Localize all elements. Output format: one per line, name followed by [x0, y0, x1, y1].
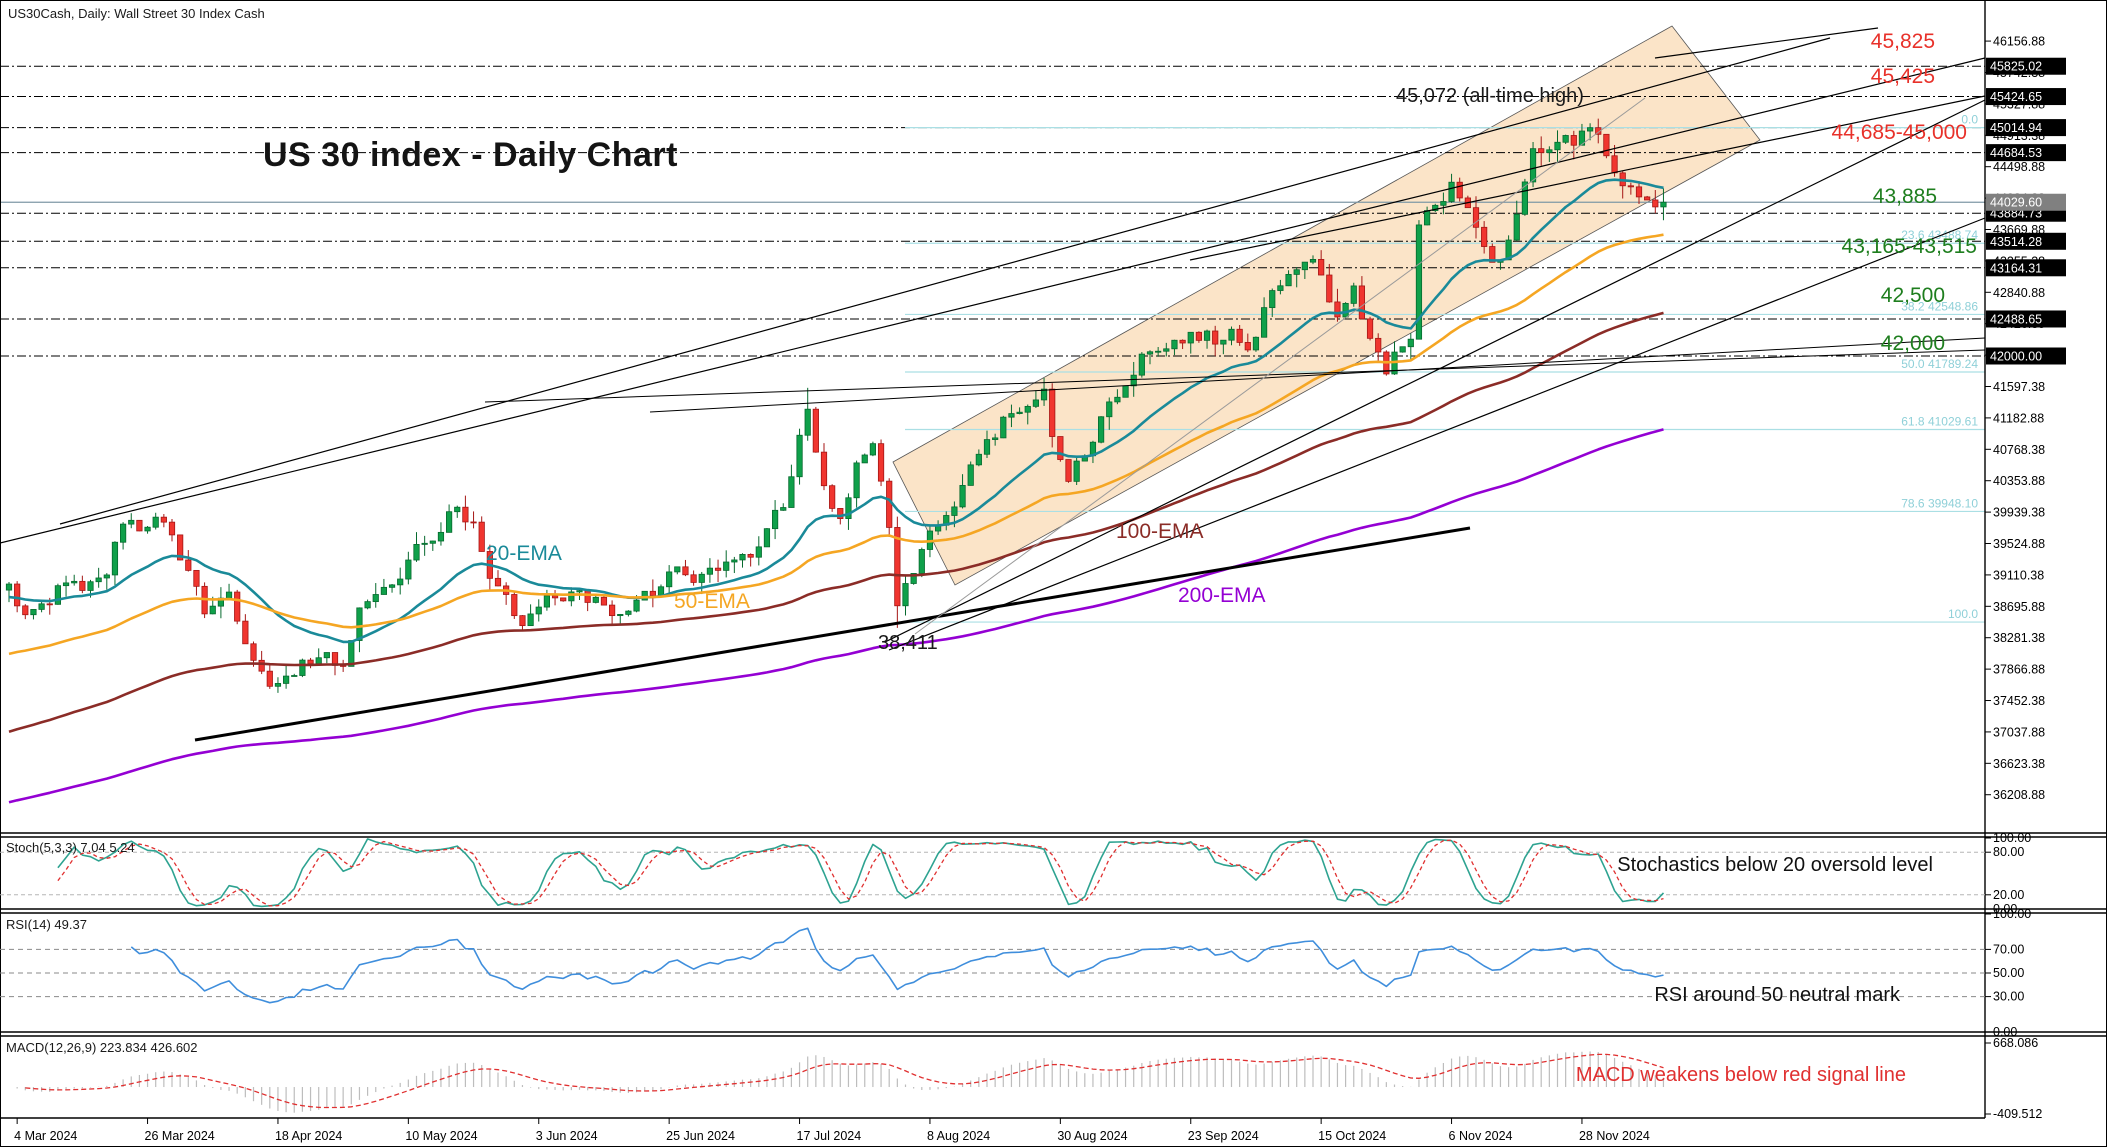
svg-text:61.8 41029.61: 61.8 41029.61	[1901, 415, 1978, 429]
svg-text:39524.88: 39524.88	[1993, 537, 2045, 551]
svg-text:25 Jun 2024: 25 Jun 2024	[666, 1129, 735, 1143]
svg-text:4 Mar 2024: 4 Mar 2024	[14, 1129, 77, 1143]
svg-text:39110.38: 39110.38	[1993, 568, 2044, 582]
svg-text:23 Sep 2024: 23 Sep 2024	[1188, 1129, 1259, 1143]
svg-text:80.00: 80.00	[1993, 845, 2024, 859]
svg-text:43164.31: 43164.31	[1990, 261, 2042, 275]
svg-text:44684.53: 44684.53	[1990, 146, 2042, 160]
svg-text:39939.38: 39939.38	[1993, 506, 2045, 520]
svg-text:42840.88: 42840.88	[1993, 286, 2045, 300]
svg-text:37452.38: 37452.38	[1993, 694, 2045, 708]
svg-text:18 Apr 2024: 18 Apr 2024	[275, 1129, 342, 1143]
svg-text:41597.38: 41597.38	[1993, 380, 2045, 394]
svg-text:100.00: 100.00	[1993, 907, 2031, 921]
svg-text:38281.38: 38281.38	[1993, 631, 2045, 645]
svg-text:-409.512: -409.512	[1993, 1107, 2042, 1121]
svg-text:30.00: 30.00	[1993, 990, 2024, 1004]
svg-text:3 Jun 2024: 3 Jun 2024	[536, 1129, 598, 1143]
svg-text:15 Oct 2024: 15 Oct 2024	[1318, 1129, 1386, 1143]
svg-text:38695.88: 38695.88	[1993, 600, 2045, 614]
svg-text:45424.65: 45424.65	[1990, 90, 2042, 104]
svg-text:26 Mar 2024: 26 Mar 2024	[145, 1129, 215, 1143]
svg-text:37037.88: 37037.88	[1993, 725, 2045, 739]
svg-text:43514.28: 43514.28	[1990, 235, 2042, 249]
svg-text:44498.88: 44498.88	[1993, 160, 2045, 174]
svg-text:0.0: 0.0	[1961, 113, 1978, 127]
svg-text:100.0: 100.0	[1948, 607, 1978, 621]
svg-text:70.00: 70.00	[1993, 942, 2024, 956]
svg-text:668.086: 668.086	[1993, 1036, 2038, 1050]
svg-text:36623.38: 36623.38	[1993, 757, 2045, 771]
svg-text:30 Aug 2024: 30 Aug 2024	[1057, 1129, 1127, 1143]
svg-text:46156.88: 46156.88	[1993, 35, 2045, 49]
svg-text:0.00: 0.00	[1993, 1025, 2017, 1039]
svg-text:78.6 39948.10: 78.6 39948.10	[1901, 496, 1978, 510]
svg-text:41182.88: 41182.88	[1993, 411, 2044, 425]
svg-text:6 Nov 2024: 6 Nov 2024	[1449, 1129, 1513, 1143]
svg-text:20.00: 20.00	[1993, 888, 2024, 902]
svg-text:40768.38: 40768.38	[1993, 443, 2045, 457]
svg-text:28 Nov 2024: 28 Nov 2024	[1579, 1129, 1650, 1143]
svg-text:0.00: 0.00	[1993, 902, 2017, 916]
svg-text:42000.00: 42000.00	[1990, 350, 2042, 364]
svg-text:36208.88: 36208.88	[1993, 788, 2045, 802]
svg-text:8 Aug 2024: 8 Aug 2024	[927, 1129, 990, 1143]
svg-text:40353.88: 40353.88	[1993, 474, 2045, 488]
svg-text:37866.88: 37866.88	[1993, 663, 2045, 677]
svg-text:100.00: 100.00	[1993, 831, 2031, 845]
svg-text:10 May 2024: 10 May 2024	[405, 1129, 477, 1143]
svg-text:50.0 41789.24: 50.0 41789.24	[1901, 357, 1978, 371]
svg-text:45014.94: 45014.94	[1990, 121, 2042, 135]
svg-text:42488.65: 42488.65	[1990, 312, 2042, 326]
svg-text:38.2 42548.86: 38.2 42548.86	[1901, 299, 1978, 313]
svg-text:50.00: 50.00	[1993, 966, 2024, 980]
svg-text:17 Jul 2024: 17 Jul 2024	[797, 1129, 862, 1143]
svg-text:44029.60: 44029.60	[1990, 196, 2042, 210]
svg-text:45825.02: 45825.02	[1990, 60, 2042, 74]
